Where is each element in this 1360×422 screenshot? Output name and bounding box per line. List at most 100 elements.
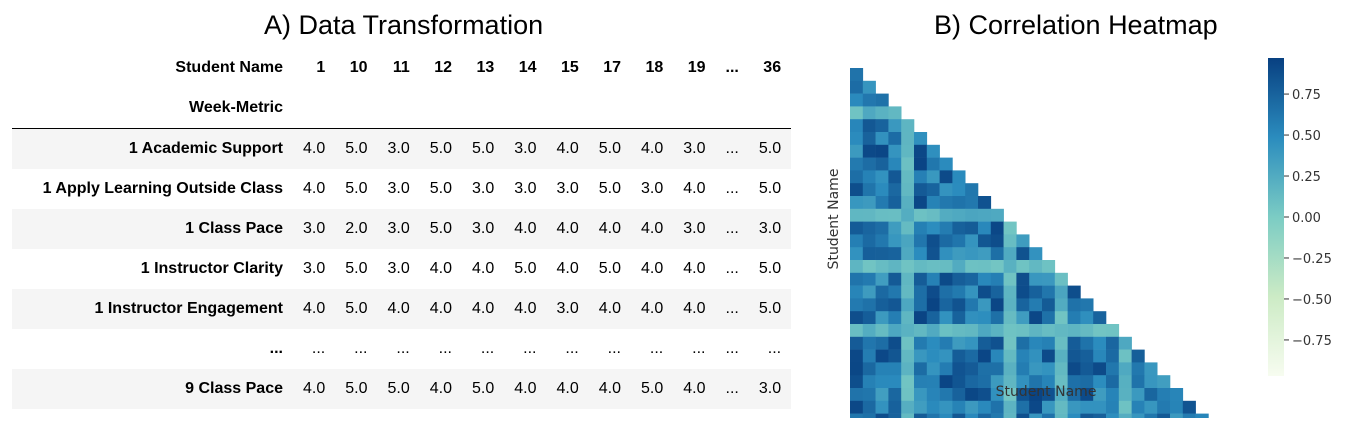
heatmap-cell [978, 196, 992, 210]
heatmap-cell [888, 183, 902, 197]
table-row: 1 Class Pace 3.0 2.0 3.0 5.0 3.0 4.0 4.0 4.0 4.0 3… [12, 209, 792, 249]
heatmap-cell [1195, 413, 1209, 418]
table-cell: 3.0 [514, 180, 537, 197]
heatmap-cell [1067, 349, 1081, 363]
table-cell: 4.0 [641, 220, 664, 237]
heatmap-cell [1067, 285, 1081, 299]
data-table: Student Name 1 10 11 12 13 14 15 17 18 1… [12, 48, 792, 409]
table-cell: 5.0 [598, 260, 621, 277]
heatmap-cell [850, 80, 864, 94]
heatmap-cell [862, 285, 876, 299]
heatmap-cell [952, 400, 966, 414]
heatmap-cell [914, 234, 928, 248]
heatmap-cell [888, 157, 902, 171]
heatmap-cell [939, 298, 953, 312]
heatmap-cell [875, 413, 889, 418]
colorbar-tick-label: −0.50 [1292, 293, 1332, 308]
heatmap-cell [1131, 388, 1145, 402]
heatmap-cell [1016, 234, 1030, 248]
heatmap-cell [862, 208, 876, 222]
heatmap-cell [850, 93, 864, 107]
heatmap-cell [939, 362, 953, 376]
heatmap-cell [1054, 285, 1068, 299]
heatmap-cell [1029, 324, 1043, 338]
table-cell: 3.0 [556, 180, 579, 197]
heatmap-cell [1144, 375, 1158, 389]
heatmap-cell [914, 413, 928, 418]
heatmap-cell [1054, 400, 1068, 414]
heatmap-cell [1054, 413, 1068, 418]
heatmap-cell [1093, 362, 1107, 376]
heatmap-cell [888, 400, 902, 414]
table-cell: 4.0 [514, 220, 537, 237]
heatmap-cell [914, 272, 928, 286]
heatmap-cell [850, 157, 864, 171]
heatmap-cell [901, 272, 915, 286]
heatmap-cell [952, 247, 966, 261]
heatmap-cell [850, 208, 864, 222]
heatmap-cell [1131, 375, 1145, 389]
colorbar-tick-label: 0.25 [1292, 170, 1321, 185]
heatmap-cell [850, 234, 864, 248]
heatmap-cell [875, 221, 889, 235]
heatmap-cell [1003, 247, 1017, 261]
table-cell: 3.0 [303, 220, 326, 237]
table-cell: 4.0 [683, 300, 706, 317]
heatmap-cell [952, 298, 966, 312]
table-cell: 4.0 [683, 180, 706, 197]
heatmap-cell [1054, 388, 1068, 402]
table-cell: ... [649, 340, 664, 357]
heatmap-cell [1131, 413, 1145, 418]
heatmap-cell [965, 272, 979, 286]
heatmap-cell [1029, 272, 1043, 286]
heatmap-cell [888, 324, 902, 338]
table-cell: 4.0 [683, 260, 706, 277]
heatmap-cell [952, 208, 966, 222]
table-row: 1 Instructor Engagement 4.0 5.0 4.0 4.0 4.0 4.… [12, 289, 792, 329]
heatmap-cell [952, 375, 966, 389]
heatmap-cell [862, 349, 876, 363]
table-cell: 3.0 [683, 140, 706, 157]
heatmap-cell [875, 260, 889, 274]
heatmap-cell [1093, 388, 1107, 402]
heatmap-cell [926, 247, 940, 261]
heatmap-cell [888, 119, 902, 133]
heatmap-cell [1042, 349, 1056, 363]
table-cell: 5.0 [598, 180, 621, 197]
heatmap-cell [1016, 324, 1030, 338]
index-label: Week-Metric [12, 88, 293, 129]
heatmap-cell [978, 400, 992, 414]
table-row: 1 Academic Support 4.0 5.0 3.0 5.0 5.0 3.0 4.0 5… [12, 128, 792, 169]
table-cell: 4.0 [514, 300, 537, 317]
heatmap-cell [914, 260, 928, 274]
table-cell: 5.0 [758, 180, 782, 197]
heatmap-cell [862, 400, 876, 414]
heatmap-cell [965, 208, 979, 222]
heatmap-cell [1054, 311, 1068, 325]
table-cell: 4.0 [429, 260, 452, 277]
table-cell: 5.0 [758, 300, 782, 317]
table-cell: ... [311, 340, 326, 357]
heatmap-cell [965, 183, 979, 197]
heatmap-cell [875, 208, 889, 222]
heatmap-cell [1029, 413, 1043, 418]
table-cell: ... [438, 340, 452, 357]
heatmap-cell [1067, 413, 1081, 418]
heatmap-cell [965, 221, 979, 235]
index-header-row: Week-Metric [12, 88, 792, 129]
heatmap-cell [888, 247, 902, 261]
heatmap-cell [850, 413, 864, 418]
heatmap-cell [978, 298, 992, 312]
heatmap-cell [952, 324, 966, 338]
heatmap-cell [888, 144, 902, 158]
heatmap-cell [914, 400, 928, 414]
heatmap-cell [850, 362, 864, 376]
heatmap-cell [901, 221, 915, 235]
column-header: 11 [392, 59, 410, 76]
heatmap-cell [1182, 400, 1196, 414]
column-header-row: Student Name 1 10 11 12 13 14 15 17 18 1… [12, 48, 791, 88]
heatmap-cell [1029, 375, 1043, 389]
heatmap-cell [1042, 388, 1056, 402]
heatmap-cell [914, 170, 928, 184]
heatmap-cell [1003, 324, 1017, 338]
